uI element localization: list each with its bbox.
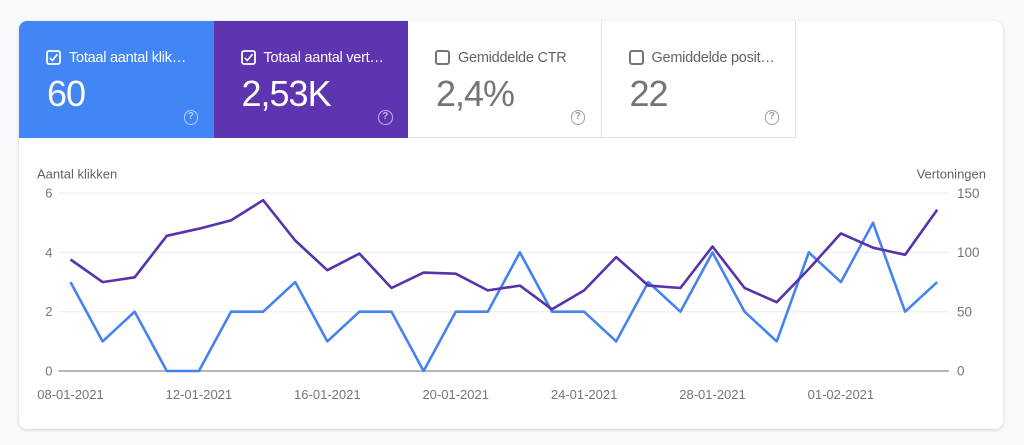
svg-text:0: 0 bbox=[957, 364, 965, 379]
svg-text:24-01-2021: 24-01-2021 bbox=[551, 387, 618, 402]
svg-text:08-01-2021: 08-01-2021 bbox=[37, 387, 104, 402]
svg-text:01-02-2021: 01-02-2021 bbox=[808, 387, 875, 402]
svg-text:50: 50 bbox=[957, 304, 972, 319]
svg-text:6: 6 bbox=[45, 186, 52, 201]
svg-text:4: 4 bbox=[45, 245, 52, 260]
svg-text:12-01-2021: 12-01-2021 bbox=[166, 387, 233, 402]
svg-text:16-01-2021: 16-01-2021 bbox=[294, 387, 361, 402]
svg-text:150: 150 bbox=[957, 186, 980, 201]
svg-text:28-01-2021: 28-01-2021 bbox=[679, 387, 746, 402]
svg-text:Aantal klikken: Aantal klikken bbox=[37, 167, 117, 182]
svg-text:0: 0 bbox=[45, 363, 52, 378]
svg-text:2: 2 bbox=[45, 304, 52, 319]
svg-text:20-01-2021: 20-01-2021 bbox=[422, 387, 489, 402]
svg-text:100: 100 bbox=[957, 245, 980, 260]
svg-text:Vertoningen: Vertoningen bbox=[917, 167, 986, 182]
